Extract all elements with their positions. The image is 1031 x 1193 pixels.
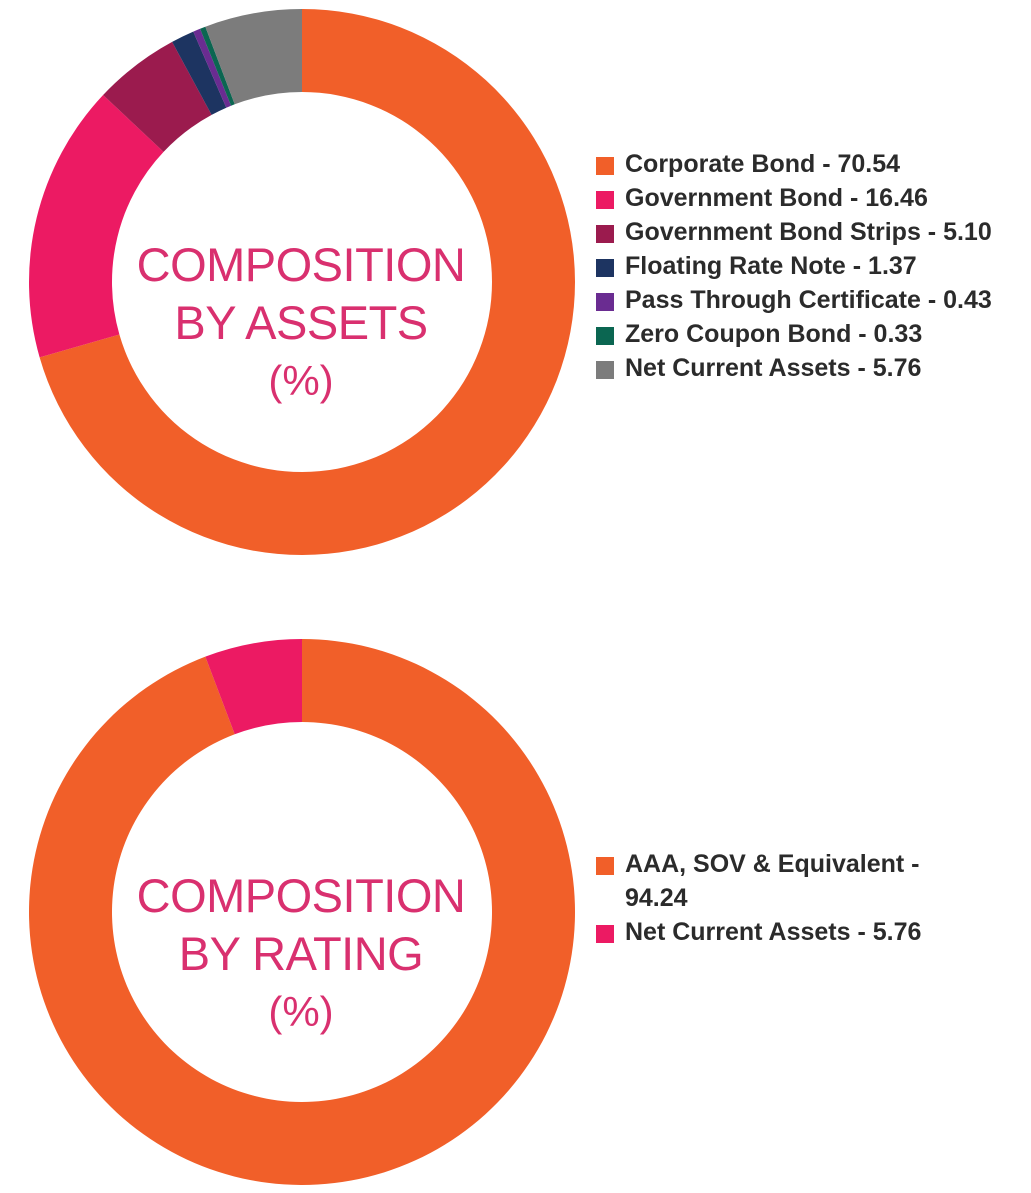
legend-label: Net Current Assets - 5.76 (625, 354, 922, 382)
slice-net-current-assets (205, 639, 302, 735)
slice-net-current-assets (205, 8, 302, 105)
legend-label: Net Current Assets - 5.76 (625, 918, 922, 946)
legend-item-government-bond: Government Bond - 16.46 (596, 181, 992, 215)
legend-item-net-current-assets: Net Current Assets - 5.76 (596, 351, 992, 385)
assets-donut-chart: COMPOSITION BY ASSETS (%) Corporate Bond… (0, 0, 1031, 580)
legend-swatch (596, 925, 614, 943)
rating-title-line-2: BY RATING (178, 927, 424, 980)
rating-legend: AAA, SOV & Equivalent - 94.24 Net Curren… (596, 847, 966, 949)
legend-item-zero-coupon-bond: Zero Coupon Bond - 0.33 (596, 317, 992, 351)
assets-title-line-2: BY ASSETS (174, 296, 428, 349)
legend-item-pass-through-certificate: Pass Through Certificate - 0.43 (596, 283, 992, 317)
rating-title-line-1: COMPOSITION (136, 869, 466, 922)
rating-donut-chart: COMPOSITION BY RATING (%) AAA, SOV & Equ… (0, 630, 1031, 1193)
legend-item-floating-rate-note: Floating Rate Note - 1.37 (596, 249, 992, 283)
rating-title-unit: (%) (268, 988, 334, 1035)
assets-title-unit: (%) (268, 357, 334, 404)
rating-donut-svg (29, 639, 575, 1185)
legend-swatch (596, 157, 614, 175)
legend-label: Government Bond - 16.46 (625, 184, 928, 212)
legend-label: Pass Through Certificate - 0.43 (625, 286, 992, 314)
legend-label: Zero Coupon Bond - 0.33 (625, 320, 923, 348)
legend-label: AAA, SOV & Equivalent - 94.24 (625, 850, 920, 912)
legend-swatch (596, 293, 614, 311)
legend-label: Floating Rate Note - 1.37 (625, 252, 917, 280)
legend-swatch (596, 327, 614, 345)
legend-swatch (596, 259, 614, 277)
legend-item-corporate-bond: Corporate Bond - 70.54 (596, 147, 992, 181)
rating-center-title: COMPOSITION BY RATING (%) (101, 867, 501, 1041)
slice-zero-coupon-bond (200, 26, 235, 106)
legend-label: Government Bond Strips - 5.10 (625, 218, 992, 246)
assets-center-title: COMPOSITION BY ASSETS (%) (101, 236, 501, 410)
slice-corporate-bond (39, 9, 576, 555)
slice-aaa-sov-equivalent (29, 639, 575, 1185)
slice-floating-rate-note (172, 31, 227, 115)
legend-item-aaa-sov-equivalent: AAA, SOV & Equivalent - 94.24 (596, 847, 966, 915)
legend-item-government-bond-strips: Government Bond Strips - 5.10 (596, 215, 992, 249)
slice-pass-through-certificate (193, 28, 232, 108)
legend-swatch (596, 191, 614, 209)
legend-swatch (596, 857, 614, 875)
assets-legend: Corporate Bond - 70.54 Government Bond -… (596, 147, 992, 385)
slice-government-bond-strips (103, 41, 212, 152)
legend-swatch (596, 361, 614, 379)
legend-item-net-current-assets: Net Current Assets - 5.76 (596, 915, 966, 949)
slice-government-bond (29, 95, 164, 358)
legend-swatch (596, 225, 614, 243)
assets-title-line-1: COMPOSITION (136, 238, 466, 291)
assets-donut-svg (29, 8, 576, 555)
legend-label: Corporate Bond - 70.54 (625, 150, 901, 178)
